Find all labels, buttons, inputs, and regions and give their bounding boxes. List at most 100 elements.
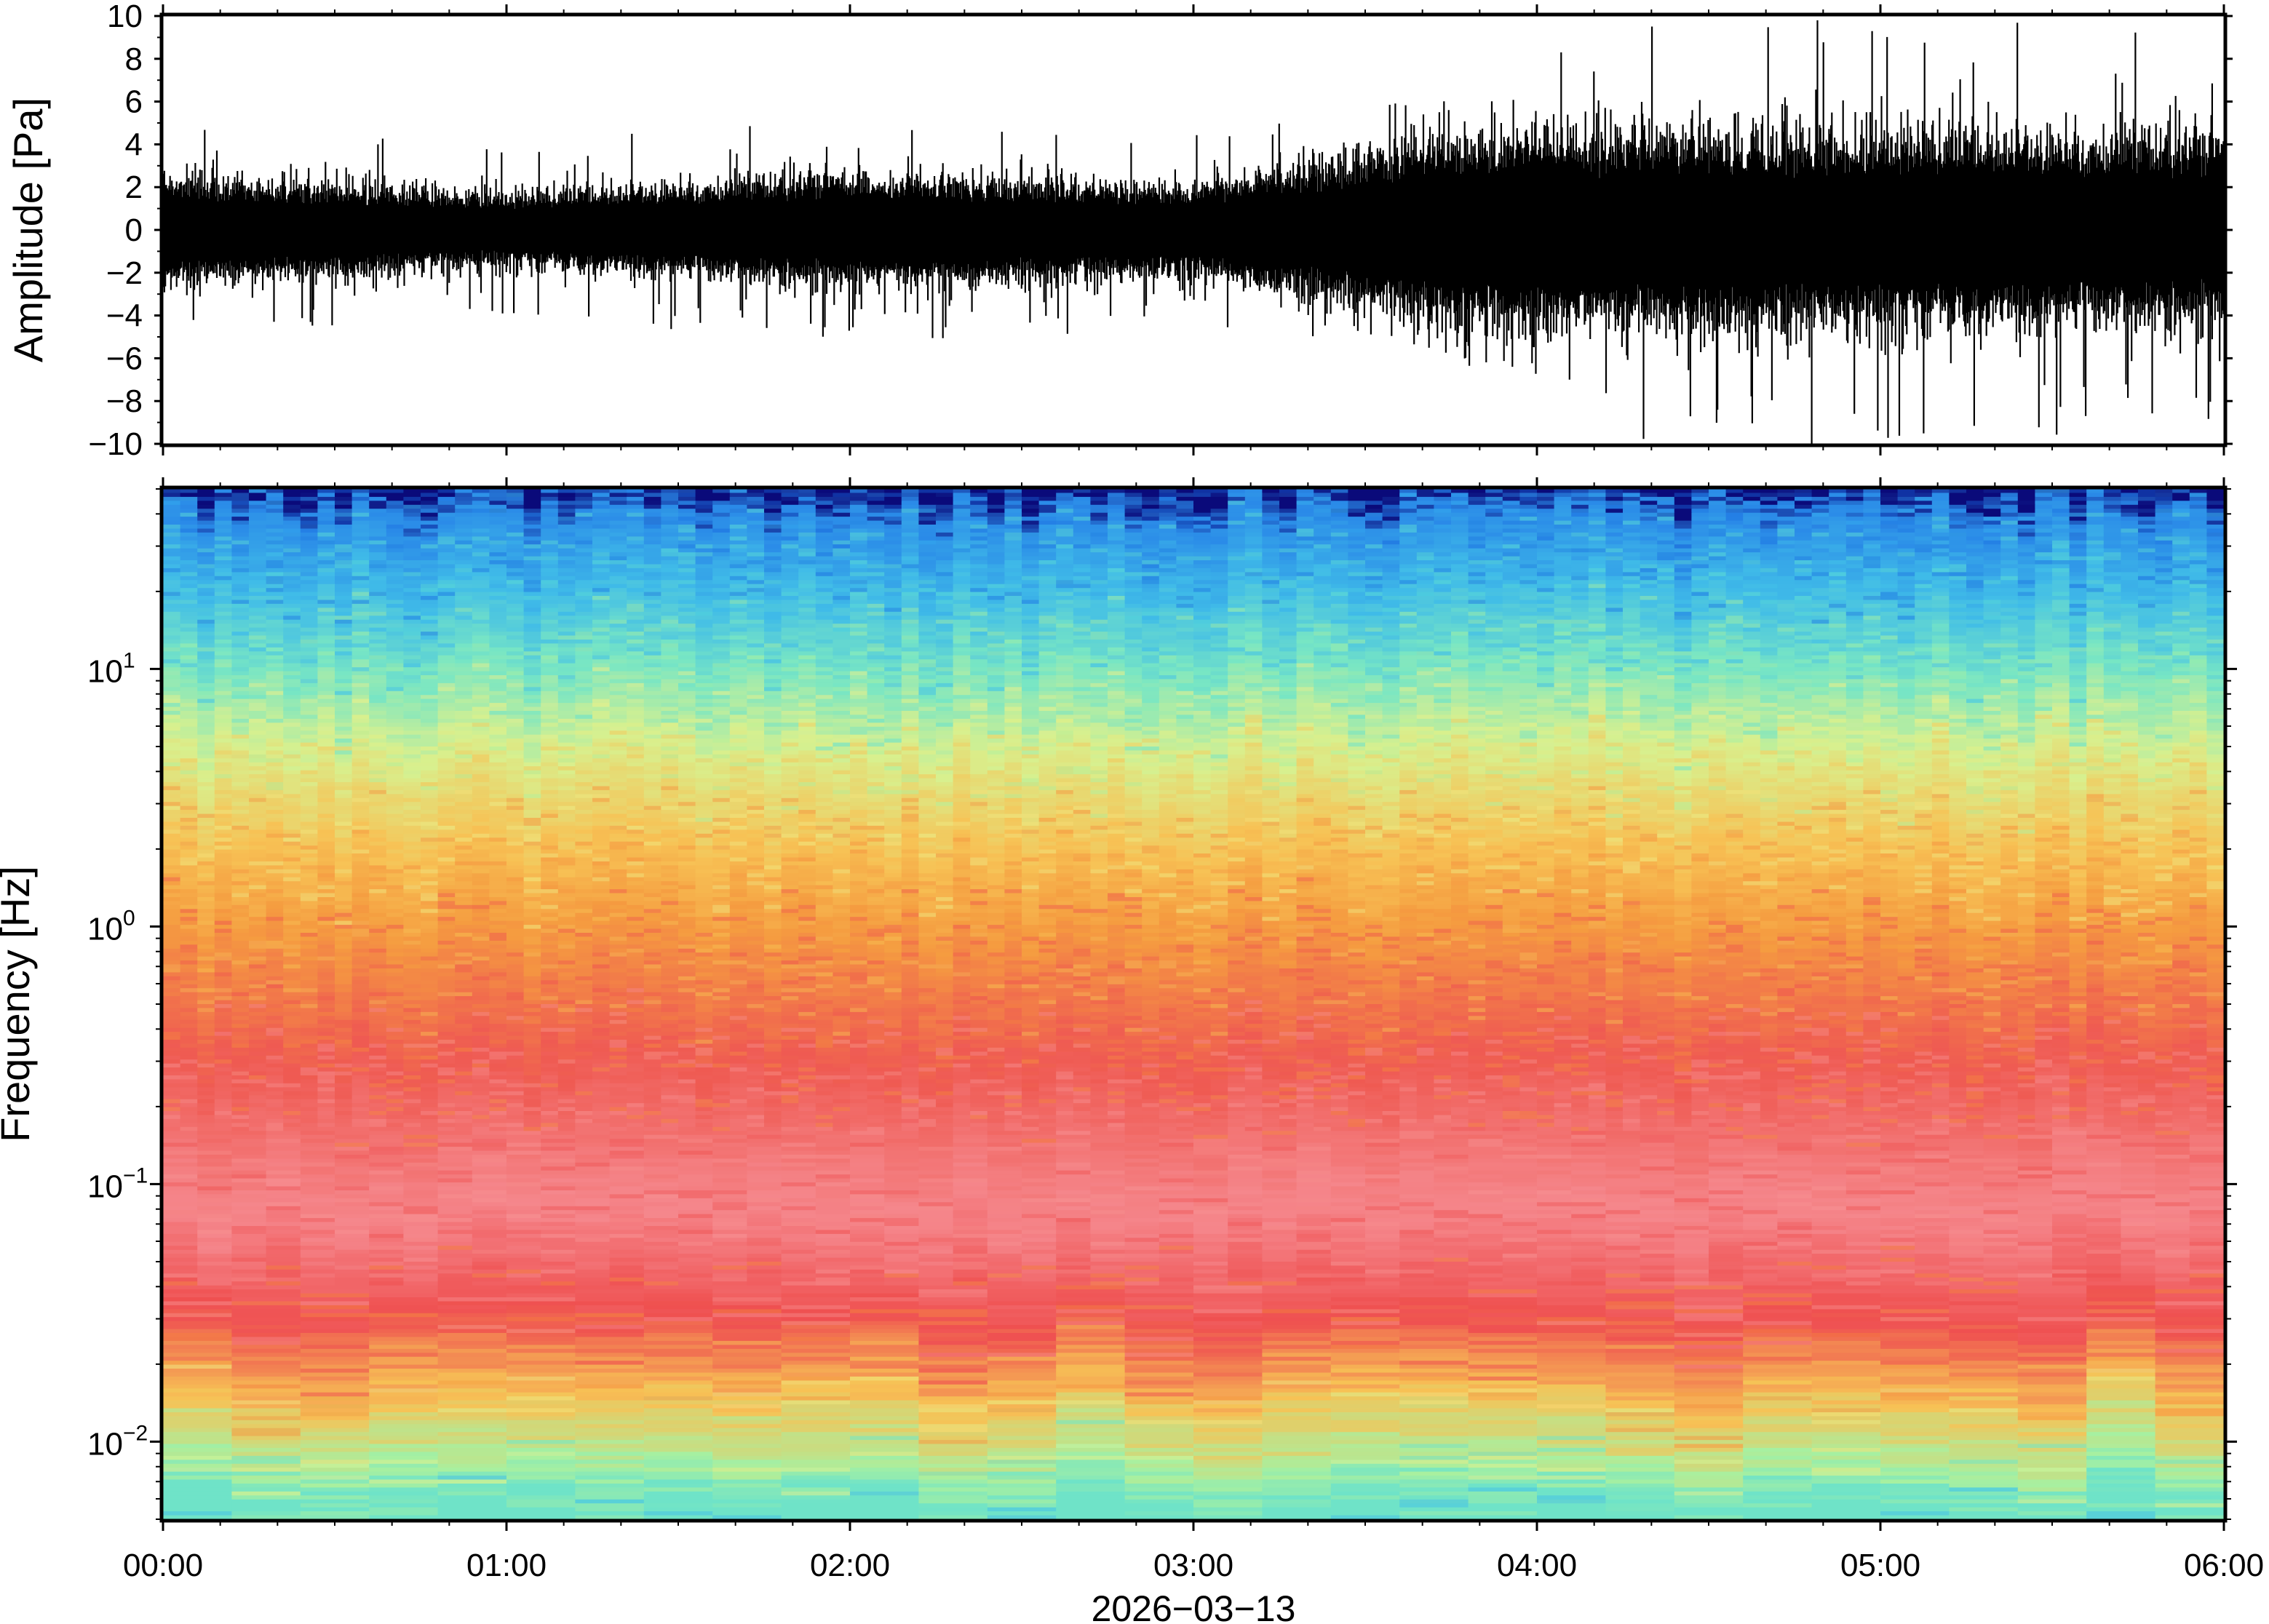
spectrogram-cell (2017, 584, 2036, 589)
spectrogram-cell (918, 572, 937, 577)
spectrogram-cell (1038, 576, 1057, 581)
spectrogram-cell (1640, 572, 1658, 577)
spectrogram-cell (163, 643, 181, 648)
spectrogram-cell (1193, 635, 1212, 640)
spectrogram-cell (1090, 560, 1108, 565)
spectrogram-cell (884, 556, 902, 561)
spectrogram-cell (472, 489, 490, 494)
spectrogram-cell (1296, 509, 1314, 514)
spectrogram-cell (1056, 616, 1074, 621)
spectrogram-cell (335, 552, 353, 557)
spectrogram-cell (231, 528, 250, 533)
spectrogram-cell (1193, 564, 1212, 569)
spectrogram-cell (678, 608, 696, 613)
spectrogram-cell (1485, 568, 1503, 573)
spectrogram-cell (1244, 640, 1263, 645)
spectrogram-cell (403, 592, 421, 597)
spectrogram-cell (2069, 548, 2087, 553)
spectrogram-cell (712, 501, 731, 506)
spectrogram-cell (643, 544, 662, 549)
spectrogram-cell (1348, 540, 1366, 545)
spectrogram-cell (936, 520, 954, 525)
spectrogram-cell (695, 540, 713, 545)
spectrogram-cell (1193, 596, 1212, 601)
spectrogram-cell (421, 603, 439, 609)
spectrogram-cell (1777, 643, 1795, 648)
spectrogram-cell (523, 596, 541, 601)
spectrogram-cell (798, 560, 816, 565)
spectrogram-cell (1193, 588, 1212, 593)
spectrogram-cell (1915, 509, 1933, 514)
spectrogram-cell (712, 592, 731, 597)
spectrogram-cell (1725, 536, 1744, 541)
spectrogram-cell (867, 489, 885, 494)
spectrogram-cell (403, 627, 421, 632)
spectrogram-cell (214, 608, 233, 613)
spectrogram-cell (2069, 643, 2087, 648)
spectrogram-cell (1605, 600, 1624, 605)
spectrogram-cell (1228, 544, 1246, 549)
spectrogram-cell (1004, 592, 1022, 597)
spectrogram-cell (781, 493, 799, 498)
spectrogram-cell (2155, 596, 2173, 601)
spectrogram-cell (609, 512, 627, 517)
spectrogram-cell (1657, 525, 1675, 530)
spectrogram-cell (386, 552, 405, 557)
spectrogram-cell (1056, 596, 1074, 601)
spectrogram-cell (1760, 556, 1779, 561)
spectrogram-cell (1296, 608, 1314, 613)
spectrogram-cell (2121, 588, 2139, 593)
spectrogram-cell (987, 525, 1006, 530)
spectrogram-cell (609, 643, 627, 648)
spectrogram-cell (953, 568, 971, 573)
spectrogram-cell (317, 635, 335, 640)
spectrogram-cell (575, 584, 593, 589)
spectrogram-cell (1777, 580, 1795, 585)
spectrogram-cell (1296, 520, 1314, 525)
spectrogram-cell (351, 572, 370, 577)
spectrogram-cell (300, 493, 319, 498)
spectrogram-cell (1519, 544, 1538, 549)
spectrogram-cell (335, 635, 353, 640)
spectrogram-cell (1108, 627, 1126, 632)
spectrogram-cell (335, 576, 353, 581)
spectrogram-cell (1159, 560, 1177, 565)
spectrogram-cell (2155, 560, 2173, 565)
spectrogram-cell (2155, 532, 2173, 538)
spectrogram-cell (1365, 489, 1383, 494)
spectrogram-cell (1038, 528, 1057, 533)
spectrogram-cell (1176, 564, 1194, 569)
spectrogram-cell (781, 588, 799, 593)
spectrogram-cell (1623, 517, 1641, 522)
spectrogram-cell (1657, 509, 1675, 514)
spectrogram-cell (1880, 509, 1899, 514)
spectrogram-cell (592, 592, 611, 597)
spectrogram-cell (729, 619, 748, 624)
spectrogram-cell (2069, 540, 2087, 545)
spectrogram-cell (850, 544, 868, 549)
spectrogram-cell (1073, 580, 1092, 585)
spectrogram-cell (369, 603, 387, 609)
spectrogram-cell (2103, 556, 2122, 561)
spectrogram-cell (1931, 608, 1950, 613)
spectrogram-cell (266, 528, 284, 533)
spectrogram-cell (1691, 616, 1709, 621)
spectrogram-cell (455, 540, 473, 545)
spectrogram-cell (970, 512, 988, 517)
spectrogram-cell (1915, 596, 1933, 601)
spectrogram-cell (678, 635, 696, 640)
spectrogram-cell (1262, 632, 1280, 637)
spectrogram-cell (1983, 536, 2001, 541)
spectrogram-cell (2017, 635, 2036, 640)
spectrogram-cell (764, 640, 782, 645)
spectrogram-cell (1554, 504, 1572, 509)
spectrogram-cell (643, 520, 662, 525)
spectrogram-cell (403, 647, 421, 652)
spectrogram-cell (1760, 504, 1779, 509)
spectrogram-cell (557, 509, 576, 514)
spectrogram-cell (317, 643, 335, 648)
spectrogram-cell (523, 643, 541, 648)
spectrogram-cell (712, 540, 731, 545)
spectrogram-cell (300, 580, 319, 585)
spectrogram-cell (369, 572, 387, 577)
